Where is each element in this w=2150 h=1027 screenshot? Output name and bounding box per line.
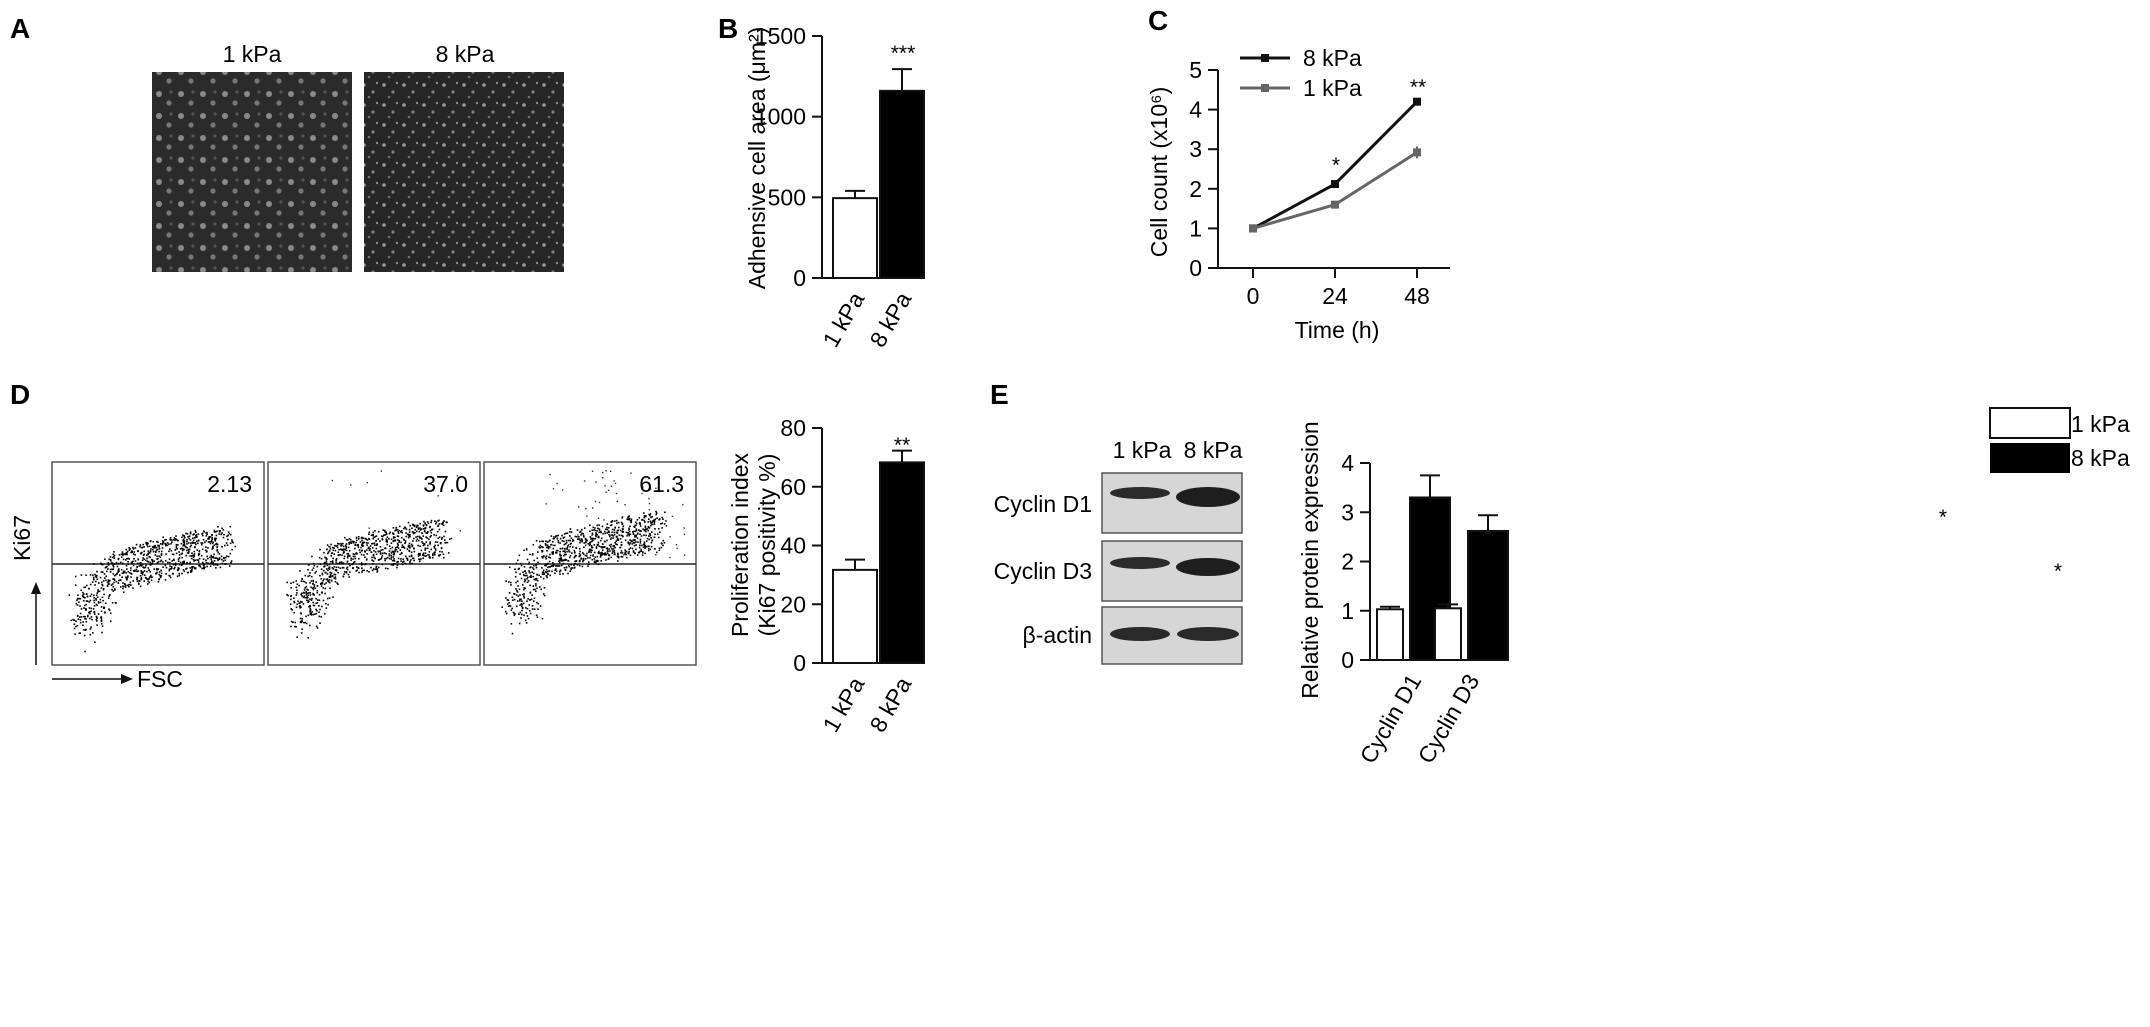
chart-e-ytick-label: 2 [1341, 549, 1354, 575]
blot-band-cyclind1-8kpa [1176, 487, 1240, 507]
panel-a-label-1kpa: 1 kPa [223, 41, 282, 67]
blot-lane-1kpa: 1 kPa [1113, 437, 1172, 463]
chart-e-ytick-label: 4 [1341, 450, 1354, 476]
chart-c-ytick-label: 1 [1189, 215, 1202, 241]
chart-e-bar [1434, 607, 1462, 661]
chart-c-ytick-label: 0 [1189, 255, 1202, 281]
chart-d-ylabel-line1: Proliferation index [727, 452, 753, 637]
chart-c-legend-8kpa: 8 kPa [1303, 45, 1362, 71]
chart-c-significance-48h: ** [1410, 76, 1426, 99]
chart-e-ytick-label: 1 [1341, 598, 1354, 624]
chart-b-ytick-label: 0 [793, 265, 806, 291]
flow-plot-3: 61.3 [483, 461, 697, 666]
flow-value-3: 61.3 [639, 471, 684, 497]
micrograph-1kpa [152, 72, 352, 272]
blot-band-actin-8kpa [1177, 627, 1239, 641]
chart-b-ylabel: Adhensive cell area (μm²) [744, 27, 770, 290]
chart-d-ytick-label: 0 [793, 650, 806, 676]
chart-b-xtick-label: 1 kPa [817, 287, 869, 351]
panel-a-letter: A [10, 13, 30, 44]
flow-plot-2: 37.0 [267, 461, 481, 666]
chart-d-ytick-label: 60 [780, 474, 806, 500]
chart-e-ylabel: Relative protein expression [1297, 421, 1323, 698]
chart-b-bar [832, 197, 878, 279]
chart-d-xtick-label: 8 kPa [864, 672, 916, 736]
panel-e-letter: E [990, 379, 1009, 410]
chart-b-significance: *** [891, 42, 916, 65]
chart-d-xtick-label: 1 kPa [817, 672, 869, 736]
panel-a-label-8kpa: 8 kPa [436, 41, 495, 67]
chart-d-significance: ** [894, 434, 910, 457]
chart-e-significance-d1: * [1939, 506, 1947, 529]
chart-e-bar [1376, 608, 1404, 662]
blot-row-actin: β-actin [1023, 622, 1092, 648]
flow-value-1: 2.13 [207, 471, 252, 497]
panel-b-letter: B [718, 13, 738, 44]
chart-d-ylabel-line2: (Ki67 positivity %) [754, 454, 780, 637]
chart-c-xtick-label: 24 [1322, 283, 1348, 309]
chart-c-ylabel: Cell count (x10⁶) [1146, 87, 1172, 258]
chart-d-ytick-label: 40 [780, 533, 806, 559]
chart-c-xtick-label: 48 [1404, 283, 1430, 309]
chart-c-point [1413, 148, 1421, 157]
chart-c-point [1413, 97, 1421, 106]
western-blot [1101, 472, 1243, 665]
blot-band-cyclind1-1kpa [1110, 487, 1170, 499]
blot-lane-8kpa: 8 kPa [1184, 437, 1243, 463]
chart-b-ytick-label: 500 [768, 184, 806, 210]
flow-value-2: 37.0 [423, 471, 468, 497]
chart-d-ytick-label: 80 [780, 415, 806, 441]
chart-c-legend-1kpa: 1 kPa [1303, 75, 1362, 101]
chart-c-ytick-label: 4 [1189, 97, 1202, 123]
blot-band-cyclind3-8kpa [1176, 558, 1240, 576]
chart-c-legend: 8 kPa 1 kPa [1240, 45, 1362, 101]
chart-b-xtick-label: 8 kPa [864, 287, 916, 351]
panel-c-letter: C [1148, 5, 1168, 36]
chart-b-bar [879, 89, 925, 279]
blot-row-cyclind1: Cyclin D1 [994, 491, 1092, 517]
flow-plot-1: 2.13 [51, 461, 265, 666]
chart-b-ytick-label: 1500 [755, 23, 806, 49]
chart-b-ytick-label: 1000 [755, 104, 806, 130]
chart-d-ytick-label: 20 [780, 591, 806, 617]
chart-c-ytick-label: 3 [1189, 136, 1202, 162]
flow-ylabel: Ki67 [9, 515, 35, 561]
chart-e-significance-d3: * [2054, 560, 2062, 583]
chart-e-legend-1kpa: 1 kPa [2071, 411, 2130, 437]
chart-c-ytick-label: 2 [1189, 176, 1202, 202]
chart-c-point [1249, 224, 1257, 233]
chart-e-legend-8kpa: 8 kPa [2071, 445, 2130, 471]
chart-e-legend: 1 kPa 8 kPa [1989, 407, 2130, 473]
chart-c-ytick-label: 5 [1189, 57, 1202, 83]
blot-band-cyclind3-1kpa [1110, 557, 1170, 569]
chart-c-xlabel: Time (h) [1295, 317, 1380, 343]
chart-c-significance-24h: * [1332, 154, 1340, 177]
chart-c-point [1331, 200, 1339, 209]
flow-xlabel: FSC [137, 666, 183, 692]
blot-row-cyclind3: Cyclin D3 [994, 558, 1092, 584]
chart-c: 0 1 2 3 4 5 0 24 48 [1189, 57, 1450, 309]
micrograph-8kpa [364, 72, 564, 272]
chart-d-bar [879, 461, 925, 664]
chart-d-bar [832, 568, 878, 664]
chart-e-ytick-label: 0 [1341, 647, 1354, 673]
panel-d-letter: D [10, 379, 30, 410]
chart-e-bar [1467, 529, 1509, 662]
chart-e-ytick-label: 3 [1341, 499, 1354, 525]
flow-axis-arrows [31, 582, 133, 684]
blot-band-actin-1kpa [1110, 627, 1170, 641]
chart-c-point [1331, 180, 1339, 189]
chart-c-xtick-label: 0 [1247, 283, 1260, 309]
